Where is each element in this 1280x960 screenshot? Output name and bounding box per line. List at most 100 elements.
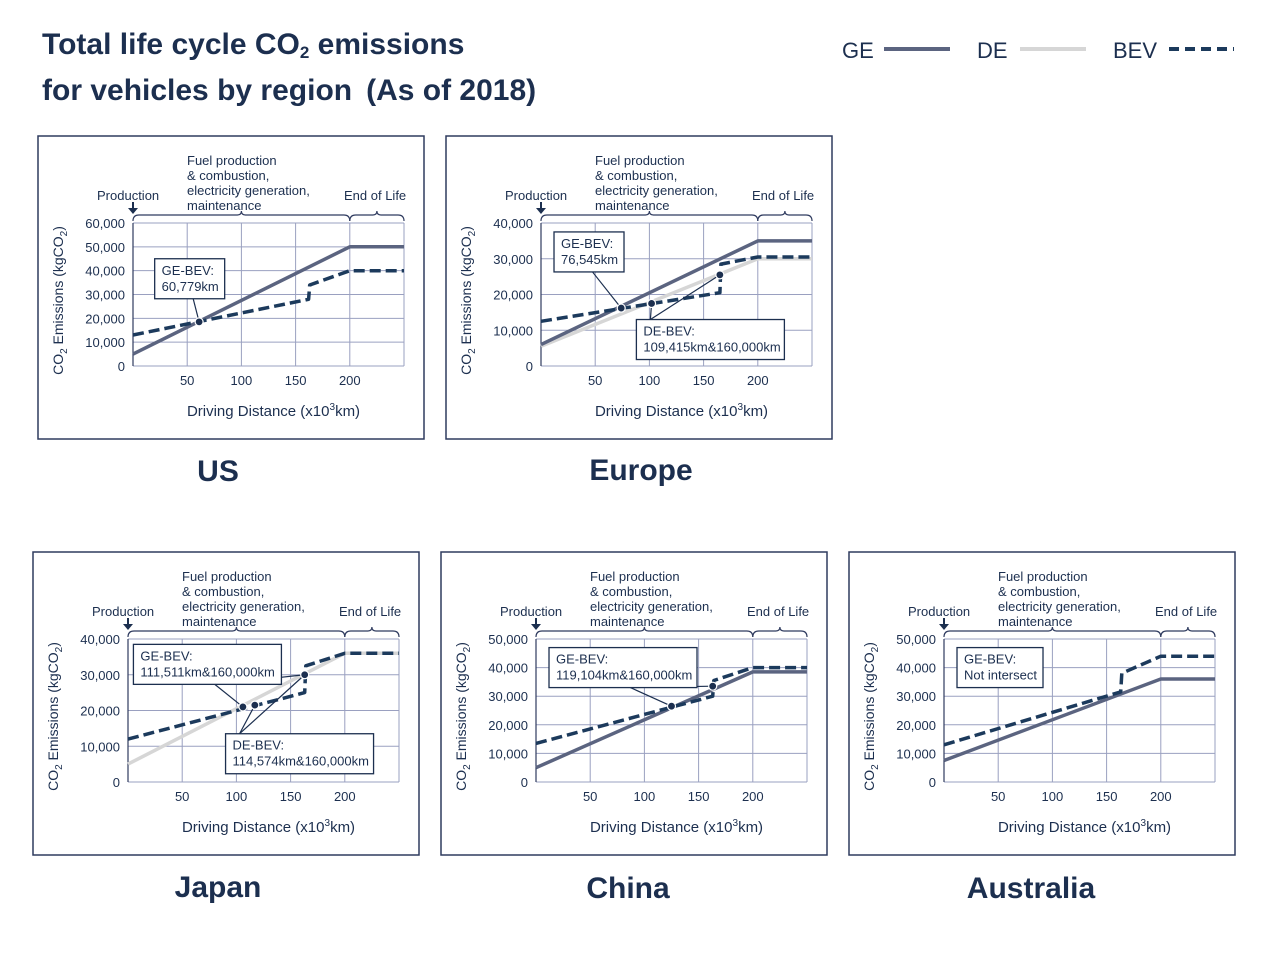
y-axis-label-part: CO bbox=[45, 770, 61, 791]
y-axis-label-part: CO bbox=[50, 354, 66, 375]
panel-europe: 0 10,000 20,000 30,000 40,000 50 100 150 200 Prod… bbox=[445, 135, 833, 440]
x-axis-label-part: Driving Distance (x10 bbox=[590, 819, 733, 836]
y-tick-label: 50,000 bbox=[85, 240, 125, 255]
callout-text: 109,415km&160,000km bbox=[643, 340, 780, 355]
x-tick-label: 100 bbox=[639, 373, 661, 388]
region-label-japan: Japan bbox=[175, 871, 262, 904]
x-axis-label-part: Driving Distance (x10 bbox=[998, 819, 1141, 836]
x-axis-label: Driving Distance (x103km) bbox=[595, 402, 768, 420]
x-tick-label: 100 bbox=[1042, 789, 1064, 804]
callout-box bbox=[635, 318, 786, 361]
phase-bracket-eol bbox=[349, 210, 405, 222]
callout-leader bbox=[214, 683, 244, 708]
x-axis-label-part: km) bbox=[1146, 819, 1171, 836]
callout-text: 119,104km&160,000km bbox=[556, 668, 692, 683]
phase-label-fuel: & combustion, bbox=[998, 584, 1080, 599]
y-tick-label: 40,000 bbox=[488, 661, 528, 676]
phase-label-production: Production bbox=[505, 188, 567, 203]
phase-label-fuel: electricity generation, bbox=[187, 183, 310, 198]
series-line-bev bbox=[535, 665, 807, 746]
phase-label-fuel: electricity generation, bbox=[590, 599, 713, 614]
y-axis-label-part: Emissions (kgCO bbox=[458, 236, 474, 348]
title-line1-pre: Total life cycle CO bbox=[42, 28, 300, 61]
x-tick-label: 150 bbox=[693, 373, 715, 388]
y-axis-label-sub: 2 bbox=[54, 646, 65, 652]
phase-label-fuel: & combustion, bbox=[590, 584, 672, 599]
phase-label-eol: End of Life bbox=[344, 188, 406, 203]
production-arrowhead bbox=[939, 624, 949, 630]
phase-bracket-fuel bbox=[132, 210, 351, 222]
callout-leader bbox=[239, 674, 306, 735]
y-axis-label-part: CO bbox=[453, 770, 469, 791]
x-axis-label: Driving Distance (x103km) bbox=[590, 818, 763, 836]
x-axis-label-sup: 3 bbox=[330, 402, 336, 413]
phase-bracket-eol bbox=[757, 210, 813, 222]
y-tick-label: 30,000 bbox=[493, 252, 533, 267]
phase-label-fuel: & combustion, bbox=[182, 584, 264, 599]
y-tick-label: 10,000 bbox=[85, 335, 125, 350]
phase-label-production: Production bbox=[97, 188, 159, 203]
panel-frame bbox=[848, 551, 1236, 856]
phase-label-fuel: Fuel production bbox=[595, 153, 685, 168]
y-tick-label: 50,000 bbox=[488, 632, 528, 647]
y-tick-label: 40,000 bbox=[493, 216, 533, 231]
callout-leader bbox=[650, 274, 721, 321]
x-axis-label-part: Driving Distance (x10 bbox=[182, 819, 325, 836]
y-tick-label: 20,000 bbox=[488, 718, 528, 733]
callout-text: GE-BEV: bbox=[964, 652, 1016, 667]
region-label-us: US bbox=[197, 455, 239, 488]
y-axis-label-sub: 2 bbox=[870, 646, 881, 652]
callout-text: GE-BEV: bbox=[561, 236, 613, 251]
y-axis-label: CO2 Emissions (kgCO2) bbox=[50, 226, 70, 375]
y-tick-label: 0 bbox=[118, 359, 125, 374]
x-axis-label-sup: 3 bbox=[733, 818, 739, 829]
title-line2-note: (As of 2018) bbox=[366, 74, 537, 107]
x-tick-label: 150 bbox=[688, 789, 710, 804]
x-tick-label: 100 bbox=[634, 789, 656, 804]
phase-label-fuel: Fuel production bbox=[998, 569, 1088, 584]
y-axis-label-part: ) bbox=[45, 642, 61, 647]
phase-label-eol: End of Life bbox=[339, 604, 401, 619]
y-tick-label: 10,000 bbox=[80, 739, 120, 754]
y-axis-label-part: ) bbox=[50, 226, 66, 231]
series-line-ge bbox=[132, 245, 404, 356]
title-line2-main: for vehicles by region bbox=[42, 74, 353, 107]
series-line-de bbox=[540, 257, 812, 348]
y-tick-label: 40,000 bbox=[85, 264, 125, 279]
callout-leader bbox=[592, 271, 622, 309]
phase-bracket-fuel bbox=[535, 626, 754, 638]
callout-box bbox=[553, 231, 625, 273]
phase-label-production: Production bbox=[92, 604, 154, 619]
callout-text: 60,779km bbox=[162, 279, 219, 294]
y-axis-label-sub: 2 bbox=[59, 230, 70, 236]
y-tick-label: 0 bbox=[929, 775, 936, 790]
y-axis-label: CO2 Emissions (kgCO2) bbox=[453, 642, 473, 791]
callout-text: GE-BEV: bbox=[140, 648, 192, 663]
x-tick-label: 50 bbox=[991, 789, 1005, 804]
y-tick-label: 30,000 bbox=[896, 689, 936, 704]
intersection-marker bbox=[250, 700, 260, 710]
production-arrowhead bbox=[536, 208, 546, 214]
phase-label-fuel: maintenance bbox=[182, 614, 256, 629]
phase-label-production: Production bbox=[908, 604, 970, 619]
y-axis-label: CO2 Emissions (kgCO2) bbox=[861, 642, 881, 791]
y-tick-label: 0 bbox=[521, 775, 528, 790]
y-axis-label-sub: 2 bbox=[467, 230, 478, 236]
y-tick-label: 20,000 bbox=[896, 718, 936, 733]
phase-label-fuel: Fuel production bbox=[187, 153, 277, 168]
x-tick-label: 200 bbox=[742, 789, 764, 804]
phase-label-eol: End of Life bbox=[747, 604, 809, 619]
chart-title: Total life cycle CO2 emissions for vehicl… bbox=[42, 26, 536, 110]
panel-us: 0 10,000 20,000 30,000 40,000 50,000 60,000 50 1… bbox=[37, 135, 425, 440]
panel-australia: 0 10,000 20,000 30,000 40,000 50,000 50 100 150 2… bbox=[848, 551, 1236, 856]
y-tick-label: 10,000 bbox=[488, 746, 528, 761]
panel-frame bbox=[32, 551, 420, 856]
y-axis-label-part: Emissions (kgCO bbox=[50, 236, 66, 348]
phase-label-fuel: Fuel production bbox=[182, 569, 272, 584]
intersection-marker bbox=[616, 303, 626, 313]
x-axis-label-sup: 3 bbox=[738, 402, 744, 413]
phase-bracket-fuel bbox=[943, 626, 1162, 638]
y-axis-label-sub: 2 bbox=[467, 348, 478, 354]
x-tick-label: 150 bbox=[285, 373, 307, 388]
phase-bracket-eol bbox=[752, 626, 808, 638]
